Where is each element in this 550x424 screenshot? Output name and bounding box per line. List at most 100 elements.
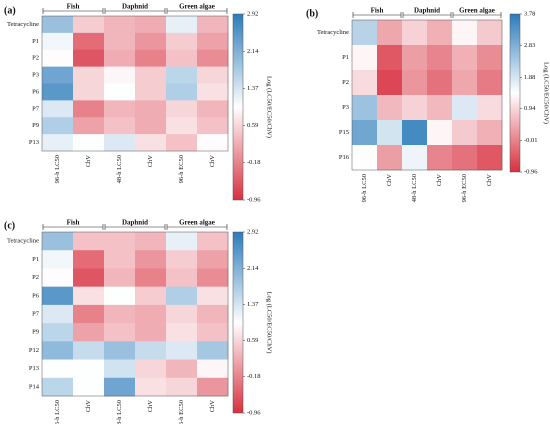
group-label: Daphnid <box>122 219 148 227</box>
row-label: P7 <box>32 310 40 317</box>
heat-cell <box>197 83 229 101</box>
heat-cell <box>197 359 229 379</box>
heat-cell <box>197 232 229 251</box>
heat-cell <box>377 95 403 121</box>
column-label: 96-h LC50 <box>54 155 61 183</box>
heat-cell <box>166 134 198 152</box>
heat-cell <box>197 250 229 269</box>
panel-label: (c) <box>4 220 15 231</box>
heat-cell <box>135 16 167 34</box>
heat-cell <box>104 32 136 51</box>
heat-cell <box>104 117 136 135</box>
heat-cell <box>42 359 74 379</box>
heat-cell <box>427 95 453 121</box>
group-label: Daphnid <box>414 7 440 15</box>
heat-cell <box>197 134 229 152</box>
heat-cell <box>42 286 74 306</box>
column-label: 48-h LC50 <box>411 174 418 202</box>
heat-cell <box>135 83 167 101</box>
heat-cell <box>104 250 136 269</box>
heat-cell <box>452 70 478 96</box>
heat-cell <box>477 95 503 121</box>
grid-frame <box>41 231 229 397</box>
heat-cell <box>42 117 74 135</box>
column-label: 96-h EC50 <box>178 400 185 424</box>
colorbar-tick-label: 0.94 <box>524 105 536 112</box>
row-label: P13 <box>29 139 39 146</box>
heat-cell <box>135 268 167 287</box>
heat-cell <box>477 70 503 96</box>
heat-cell <box>197 341 229 360</box>
heat-cell <box>104 359 136 379</box>
row-label: P9 <box>32 122 39 129</box>
heat-cell <box>166 304 198 324</box>
column-label: ChV <box>209 155 216 168</box>
heat-cell <box>197 286 229 306</box>
heat-cell <box>42 250 74 269</box>
heat-cell <box>402 70 428 96</box>
row-label: P2 <box>32 55 39 62</box>
heat-cell <box>104 232 136 251</box>
row-label: P13 <box>29 365 39 372</box>
heat-cell <box>477 145 503 171</box>
heat-cell <box>135 323 167 342</box>
heat-cell <box>166 377 198 397</box>
group-label: Green algae <box>459 7 495 15</box>
heat-cell <box>104 134 136 152</box>
heat-cell <box>73 359 105 379</box>
row-label: P6 <box>32 88 40 95</box>
grid-frame <box>351 19 503 171</box>
column-label: 96-h EC50 <box>461 174 468 202</box>
heat-cell <box>452 20 478 46</box>
heat-cell <box>166 49 198 67</box>
heat-cell <box>104 286 136 306</box>
heat-cell <box>377 145 403 171</box>
colorbar-tick-label: 1.37 <box>247 85 259 92</box>
panel-label: (b) <box>306 8 318 19</box>
heat-cell <box>135 100 167 118</box>
grid-frame <box>41 15 229 152</box>
heat-cell <box>104 304 136 324</box>
row-label: P1 <box>32 256 39 263</box>
heat-cell <box>135 134 167 152</box>
heat-cell <box>42 66 74 84</box>
heat-cell <box>352 45 378 71</box>
colorbar-tick-label: -0.18 <box>247 159 261 166</box>
heat-cell <box>352 120 378 146</box>
heat-cell <box>42 232 74 251</box>
row-label: Tetracycline <box>317 29 349 36</box>
heat-cell <box>73 341 105 360</box>
row-label: Tetracycline <box>7 238 39 245</box>
colorbar-tick-label: 1.88 <box>524 74 535 81</box>
heat-cell <box>135 49 167 67</box>
row-label: P6 <box>32 292 40 299</box>
row-label: P15 <box>339 129 349 136</box>
heat-cell <box>73 268 105 287</box>
heat-cell <box>166 286 198 306</box>
heat-cell <box>135 32 167 51</box>
colorbar-tick-label: 2.92 <box>247 10 258 17</box>
heat-cell <box>73 83 105 101</box>
colorbar-label: Log (LC50/EC50/ChV) <box>543 62 550 124</box>
row-label: P16 <box>339 154 350 161</box>
heat-cell <box>73 286 105 306</box>
heat-cell <box>73 117 105 135</box>
heat-cell <box>42 268 74 287</box>
heat-cell <box>166 66 198 84</box>
heat-cell <box>166 323 198 342</box>
heat-cell <box>402 120 428 146</box>
column-label: 96-h LC50 <box>361 174 368 202</box>
heat-cell <box>135 377 167 397</box>
heat-cell <box>42 32 74 51</box>
row-label: P1 <box>342 54 349 61</box>
heat-cell <box>477 120 503 146</box>
heat-cell <box>104 100 136 118</box>
column-label: ChV <box>386 174 393 187</box>
heat-cell <box>377 45 403 71</box>
row-label: P12 <box>29 347 39 354</box>
heat-cell <box>73 250 105 269</box>
heat-cell <box>402 95 428 121</box>
heat-cell <box>452 45 478 71</box>
heat-cell <box>104 66 136 84</box>
